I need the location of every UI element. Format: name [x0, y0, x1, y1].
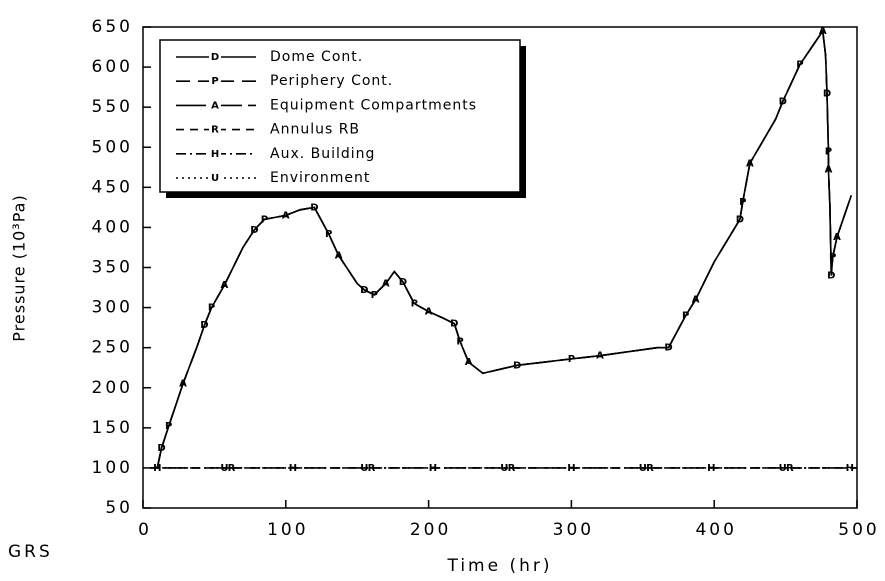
- legend-marker: U: [211, 173, 219, 184]
- series-marker: A: [179, 379, 187, 390]
- series-marker: P: [411, 299, 418, 310]
- legend-marker-bg: [209, 51, 221, 63]
- series-marker: R: [786, 463, 794, 474]
- series-marker: A: [825, 165, 833, 176]
- legend-marker-bg: [209, 172, 221, 184]
- y-tick-label: 450: [92, 177, 133, 197]
- series-marker: A: [465, 357, 473, 368]
- series-marker: U: [360, 463, 368, 474]
- legend-label: Equipment Compartments: [270, 97, 477, 113]
- legend: D Dome Cont. P Periphery Cont. A Equipment Co…: [159, 39, 526, 198]
- series-marker: D: [827, 271, 835, 282]
- x-tick-label: 100: [267, 520, 308, 540]
- y-tick-label: 500: [92, 137, 133, 157]
- legend-marker-bg: [209, 123, 221, 136]
- series-marker: A: [382, 279, 390, 290]
- series-marker: U: [639, 463, 647, 474]
- legend-label: Annulus RB: [270, 122, 360, 138]
- y-tick-label: 550: [92, 97, 133, 117]
- x-tick-label: 300: [553, 520, 594, 540]
- legend-box: [159, 39, 521, 193]
- series-marker: A: [282, 210, 290, 221]
- x-tick-label: 400: [695, 520, 736, 540]
- legend-label: Periphery Cont.: [270, 73, 393, 89]
- y-axis-label: Pressure (10³Pa): [10, 194, 29, 341]
- legend-marker-bg: [209, 75, 221, 88]
- series-marker: A: [425, 307, 433, 318]
- x-tick-label: 0: [138, 520, 152, 540]
- series-marker: A: [335, 250, 343, 261]
- series-marker: A: [746, 158, 754, 169]
- y-tick-label: 350: [92, 258, 133, 278]
- y-tick-label: 300: [92, 298, 133, 318]
- series-marker: U: [500, 463, 508, 474]
- y-tick-label: 150: [92, 418, 133, 438]
- x-tick-label: 200: [410, 520, 451, 540]
- legend-marker-bg: [209, 147, 221, 160]
- y-tick-label: 250: [92, 338, 133, 358]
- series-marker: U: [220, 463, 228, 474]
- y-tick-label: 400: [92, 217, 133, 237]
- y-tick-label: 200: [92, 378, 133, 398]
- legend-label: Dome Cont.: [270, 49, 363, 65]
- x-axis-label: Time (hr): [446, 556, 552, 576]
- series-marker: H: [289, 463, 297, 474]
- series-marker: A: [833, 232, 841, 243]
- legend-marker-bg: [209, 99, 221, 112]
- legend-marker: P: [211, 76, 218, 87]
- series-marker: H: [707, 463, 715, 474]
- legend-label: Aux. Building: [270, 146, 375, 162]
- legend-marker: R: [211, 125, 219, 136]
- y-tick-label: 650: [92, 17, 133, 37]
- series-marker: P: [325, 229, 332, 240]
- series-marker: A: [692, 295, 700, 306]
- legend-marker: D: [211, 52, 219, 63]
- series-line: [156, 28, 853, 469]
- corner-text: GRS: [8, 542, 53, 562]
- series-marker: H: [846, 463, 854, 474]
- series-marker: A: [221, 280, 229, 291]
- y-tick-label: 50: [105, 498, 133, 518]
- y-tick-label: 100: [92, 458, 133, 478]
- y-tick-label: 600: [92, 57, 133, 77]
- legend-label: Environment: [270, 170, 370, 186]
- legend-marker: A: [211, 100, 219, 111]
- series-marker: A: [596, 351, 604, 362]
- x-tick-label: 500: [838, 520, 879, 540]
- series-marker: U: [779, 463, 787, 474]
- series-marker: A: [819, 26, 827, 37]
- legend-marker: H: [211, 149, 219, 160]
